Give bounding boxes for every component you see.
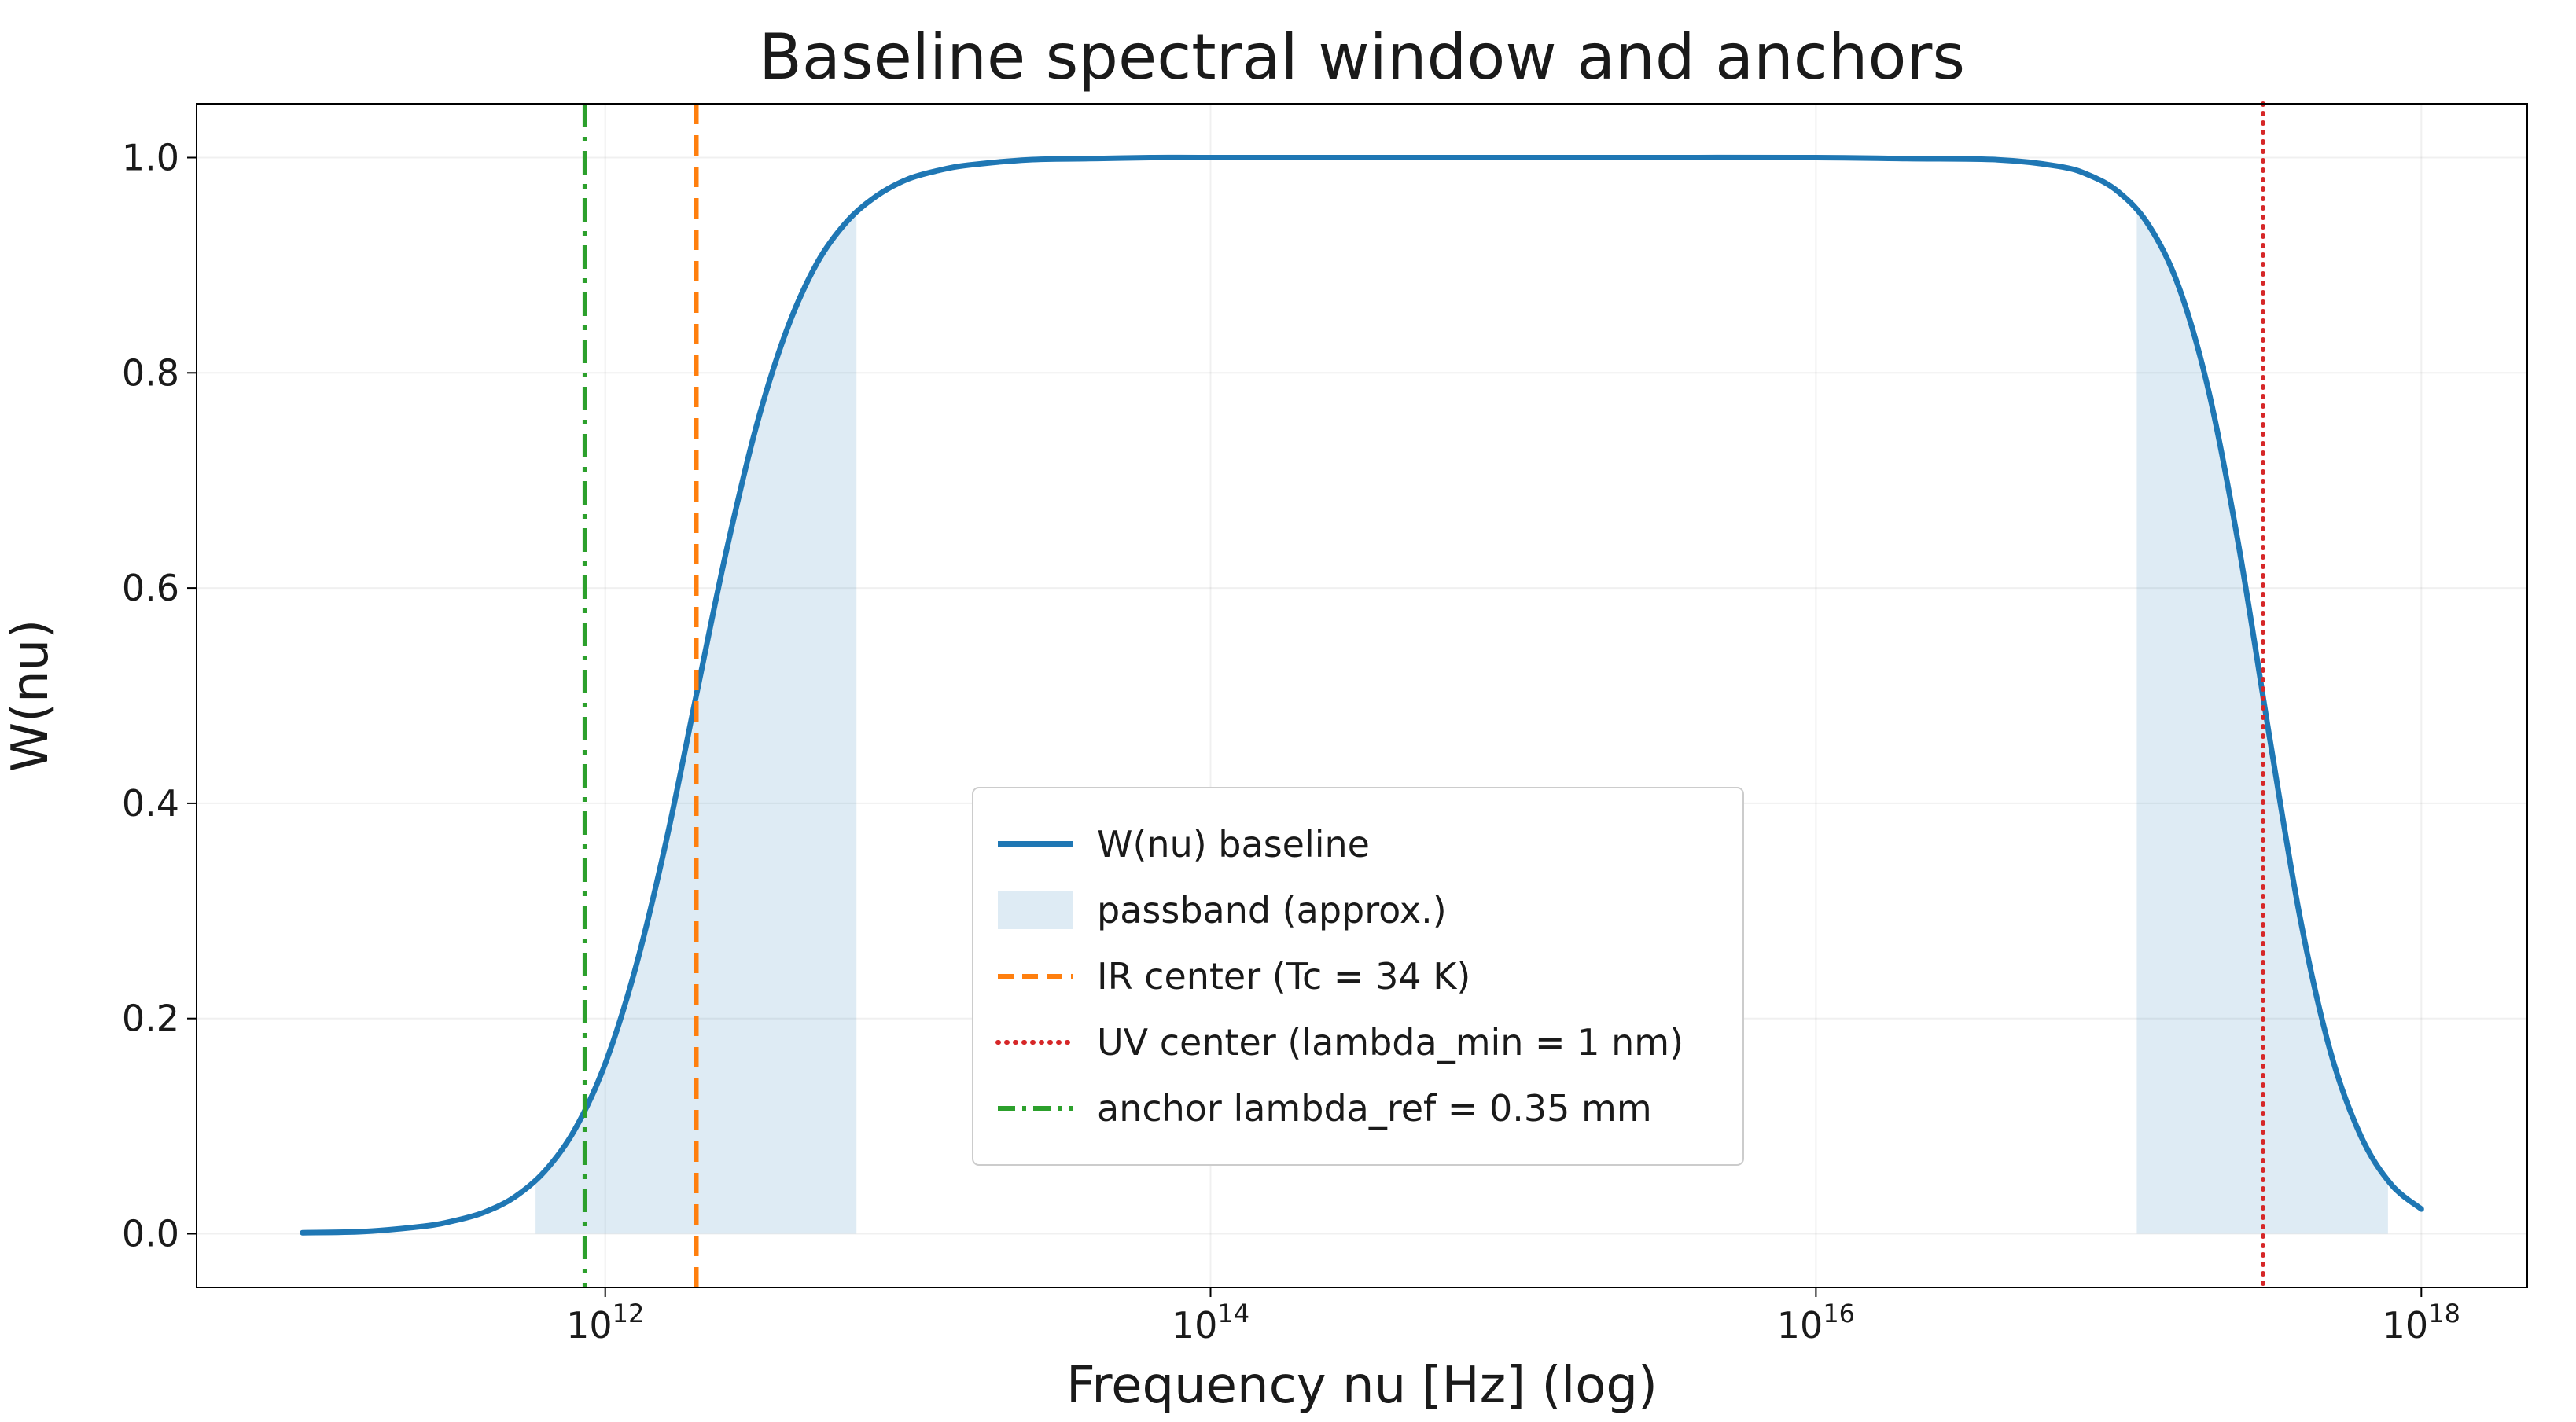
legend-swatch-patch xyxy=(998,891,1073,929)
legend-label: UV center (lambda_min = 1 nm) xyxy=(1097,1021,1684,1064)
y-tick-label: 0.0 xyxy=(122,1213,179,1255)
passband-fill-region xyxy=(2136,211,2388,1234)
x-axis-label: Frequency nu [Hz] (log) xyxy=(1066,1357,1658,1415)
baseline-curve xyxy=(300,154,2424,1236)
legend-label: W(nu) baseline xyxy=(1097,823,1370,865)
y-tick-label: 0.2 xyxy=(122,998,179,1040)
y-tick-label: 0.4 xyxy=(122,782,179,825)
y-tick-label: 1.0 xyxy=(122,137,179,179)
legend: W(nu) baseline passband (approx.) IR cente… xyxy=(972,787,1744,1166)
legend-frame xyxy=(972,787,1744,1166)
x-tick-label: 1014 xyxy=(1172,1299,1249,1347)
y-tick-label: 0.6 xyxy=(122,567,179,609)
anchor-lines xyxy=(582,101,2265,1290)
legend-label: IR center (Tc = 34 K) xyxy=(1097,955,1470,998)
y-tick-label: 0.8 xyxy=(122,351,179,394)
axes-frame xyxy=(196,103,2528,1288)
legend-label: passband (approx.) xyxy=(1097,889,1447,931)
x-tick-label: 1018 xyxy=(2383,1299,2460,1347)
x-tick-label: 1012 xyxy=(566,1299,644,1347)
passband-fill xyxy=(535,211,2388,1234)
legend-label: anchor lambda_ref = 0.35 mm xyxy=(1097,1087,1652,1130)
y-axis-label: W(nu) xyxy=(2,619,60,772)
x-tick-label: 1016 xyxy=(1777,1299,1855,1347)
baseline-curve-path xyxy=(300,154,2424,1236)
passband-fill-region xyxy=(535,213,857,1234)
chart-title: Baseline spectral window and anchors xyxy=(759,20,1965,94)
